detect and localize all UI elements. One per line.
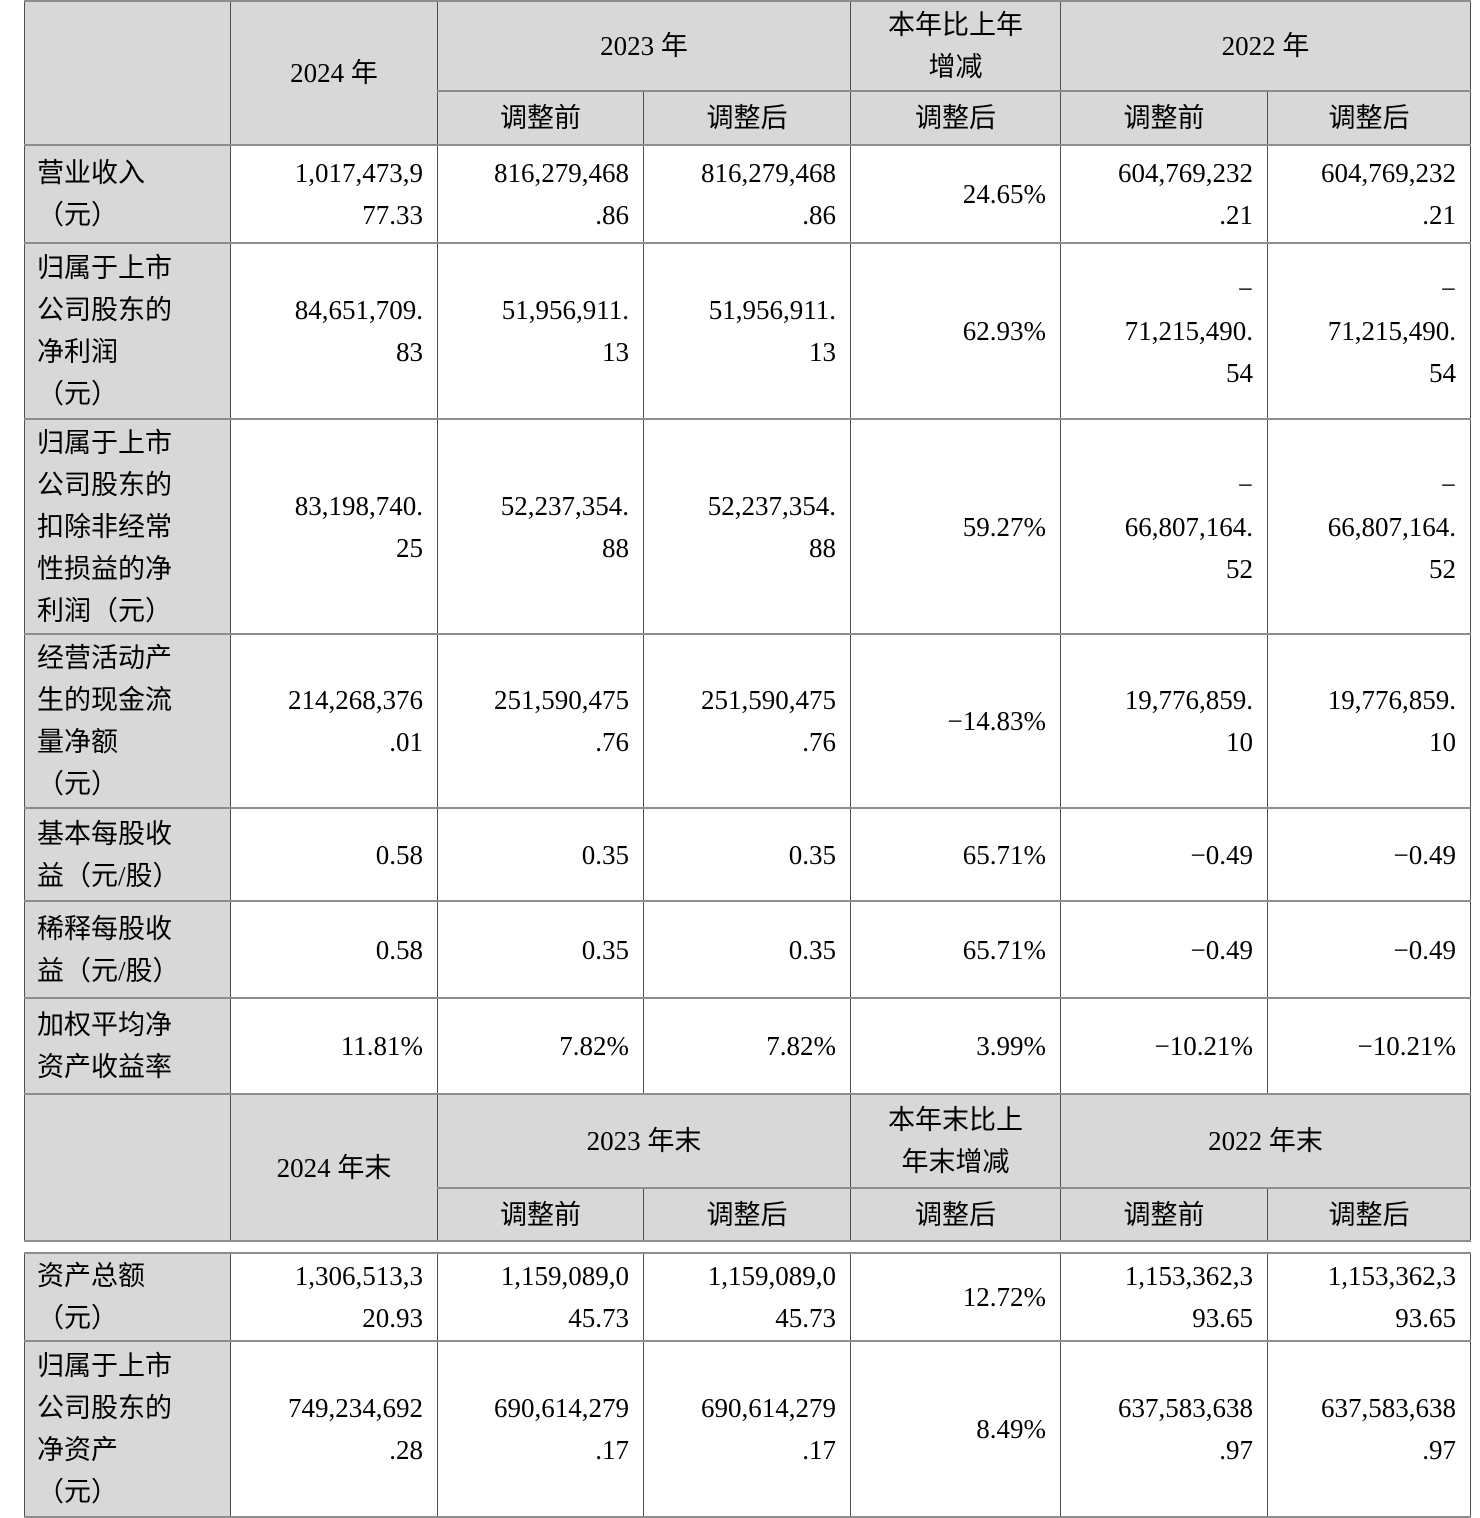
subheader-after-adjustment-2022: 调整后	[1267, 90, 1471, 146]
value-cell: 637,583,638 .97	[1267, 1340, 1471, 1518]
table-row: 稀释每股收 益（元/股） 0.58 0.35 0.35 65.71% −0.49…	[24, 900, 1471, 999]
value-cell: −0.49	[1060, 807, 1268, 902]
value-cell: 83,198,740. 25	[230, 418, 438, 635]
value-cell: 0.35	[643, 807, 851, 902]
table-row: 基本每股收 益（元/股） 0.58 0.35 0.35 65.71% −0.49…	[24, 807, 1471, 902]
row-label: 归属于上市 公司股东的 净资产 （元）	[24, 1340, 231, 1518]
value-cell: 690,614,279 .17	[437, 1340, 644, 1518]
value-cell: 8.49%	[850, 1340, 1061, 1518]
value-cell: 1,153,362,3 93.65	[1060, 1252, 1268, 1342]
value-cell: 59.27%	[850, 418, 1061, 635]
eoy-header-change: 本年末比上 年末增减	[850, 1093, 1061, 1189]
value-cell: 52,237,354. 88	[437, 418, 644, 635]
value-cell: −14.83%	[850, 633, 1061, 809]
eoy-header-2022: 2022 年末	[1060, 1093, 1471, 1189]
eoy-header-2023: 2023 年末	[437, 1093, 851, 1189]
table-row: 资产总额 （元） 1,306,513,3 20.93 1,159,089,0 4…	[24, 1252, 1471, 1342]
row-label: 营业收入 （元）	[24, 144, 231, 244]
value-cell: 690,614,279 .17	[643, 1340, 851, 1518]
value-cell: 1,153,362,3 93.65	[1267, 1252, 1471, 1342]
value-cell: 7.82%	[437, 997, 644, 1095]
value-cell: 0.35	[437, 807, 644, 902]
value-cell: 19,776,859. 10	[1060, 633, 1268, 809]
table-row: 营业收入 （元） 1,017,473,9 77.33 816,279,468 .…	[24, 144, 1471, 244]
value-cell: 24.65%	[850, 144, 1061, 244]
row-label: 加权平均净 资产收益率	[24, 997, 231, 1095]
value-cell: 3.99%	[850, 997, 1061, 1095]
value-cell: 749,234,692 .28	[230, 1340, 438, 1518]
financial-summary-sheet: 2024 年 2023 年 本年比上年 增减 2022 年 调整前 调整后 调整…	[24, 0, 1473, 1518]
subheader-after-adjustment-2023: 调整后	[643, 90, 851, 146]
value-cell: 816,279,468 .86	[643, 144, 851, 244]
value-cell: 51,956,911. 13	[437, 242, 644, 420]
table-row: 加权平均净 资产收益率 11.81% 7.82% 7.82% 3.99% −10…	[24, 997, 1471, 1095]
row-label: 归属于上市 公司股东的 净利润 （元）	[24, 242, 231, 420]
table-row: 归属于上市 公司股东的 扣除非经常 性损益的净 利润（元） 83,198,740…	[24, 418, 1471, 635]
value-cell: −0.49	[1060, 900, 1268, 999]
subheader-before-adjustment-2023: 调整前	[437, 90, 644, 146]
eoy-subheader-after-adjustment-change: 调整后	[850, 1187, 1061, 1242]
value-cell: 214,268,376 .01	[230, 633, 438, 809]
value-cell: 0.58	[230, 807, 438, 902]
eoy-header-blank	[24, 1093, 231, 1242]
table-row: 归属于上市 公司股东的 净利润 （元） 84,651,709. 83 51,95…	[24, 242, 1471, 420]
value-cell: 12.72%	[850, 1252, 1061, 1342]
value-cell: 51,956,911. 13	[643, 242, 851, 420]
value-cell: 84,651,709. 83	[230, 242, 438, 420]
row-label: 资产总额 （元）	[24, 1252, 231, 1342]
value-cell: 1,159,089,0 45.73	[643, 1252, 851, 1342]
value-cell: 65.71%	[850, 807, 1061, 902]
value-cell: −0.49	[1267, 807, 1471, 902]
row-label: 基本每股收 益（元/股）	[24, 807, 231, 902]
key-financials-table: 2024 年 2023 年 本年比上年 增减 2022 年 调整前 调整后 调整…	[24, 0, 1471, 1242]
value-cell: 0.35	[437, 900, 644, 999]
value-cell: 0.35	[643, 900, 851, 999]
value-cell: −10.21%	[1267, 997, 1471, 1095]
subheader-before-adjustment-2022: 调整前	[1060, 90, 1268, 146]
value-cell: 251,590,475 .76	[437, 633, 644, 809]
header-2023: 2023 年	[437, 0, 851, 92]
value-cell: 604,769,232 .21	[1267, 144, 1471, 244]
value-cell: − 66,807,164. 52	[1060, 418, 1268, 635]
value-cell: 0.58	[230, 900, 438, 999]
value-cell: −10.21%	[1060, 997, 1268, 1095]
header-2024: 2024 年	[230, 0, 438, 146]
end-of-year-figures-table: 资产总额 （元） 1,306,513,3 20.93 1,159,089,0 4…	[24, 1252, 1471, 1518]
eoy-header-2024: 2024 年末	[230, 1093, 438, 1242]
value-cell: 7.82%	[643, 997, 851, 1095]
eoy-subheader-after-adjustment-2022: 调整后	[1267, 1187, 1471, 1242]
value-cell: 816,279,468 .86	[437, 144, 644, 244]
header-2022: 2022 年	[1060, 0, 1471, 92]
eoy-subheader-before-adjustment-2023: 调整前	[437, 1187, 644, 1242]
value-cell: 1,159,089,0 45.73	[437, 1252, 644, 1342]
value-cell: 19,776,859. 10	[1267, 633, 1471, 809]
value-cell: 52,237,354. 88	[643, 418, 851, 635]
value-cell: 62.93%	[850, 242, 1061, 420]
table-row: 经营活动产 生的现金流 量净额 （元） 214,268,376 .01 251,…	[24, 633, 1471, 809]
value-cell: − 71,215,490. 54	[1267, 242, 1471, 420]
value-cell: 11.81%	[230, 997, 438, 1095]
row-label: 经营活动产 生的现金流 量净额 （元）	[24, 633, 231, 809]
value-cell: 604,769,232 .21	[1060, 144, 1268, 244]
eoy-subheader-after-adjustment-2023: 调整后	[643, 1187, 851, 1242]
table-row: 归属于上市 公司股东的 净资产 （元） 749,234,692 .28 690,…	[24, 1340, 1471, 1518]
value-cell: 1,306,513,3 20.93	[230, 1252, 438, 1342]
header-blank	[24, 0, 231, 146]
value-cell: − 71,215,490. 54	[1060, 242, 1268, 420]
row-label: 稀释每股收 益（元/股）	[24, 900, 231, 999]
value-cell: 1,017,473,9 77.33	[230, 144, 438, 244]
eoy-subheader-before-adjustment-2022: 调整前	[1060, 1187, 1268, 1242]
value-cell: −0.49	[1267, 900, 1471, 999]
value-cell: 251,590,475 .76	[643, 633, 851, 809]
subheader-after-adjustment-change: 调整后	[850, 90, 1061, 146]
value-cell: 65.71%	[850, 900, 1061, 999]
value-cell: − 66,807,164. 52	[1267, 418, 1471, 635]
header-yoy-change: 本年比上年 增减	[850, 0, 1061, 92]
row-label: 归属于上市 公司股东的 扣除非经常 性损益的净 利润（元）	[24, 418, 231, 635]
value-cell: 637,583,638 .97	[1060, 1340, 1268, 1518]
